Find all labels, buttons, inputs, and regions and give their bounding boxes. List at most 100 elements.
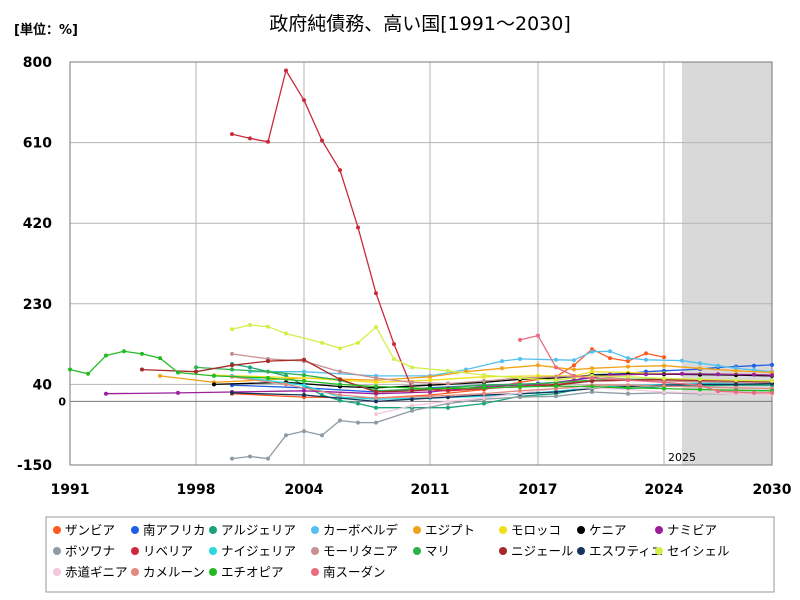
data-point	[68, 367, 72, 372]
legend-label: エスワティニ	[589, 544, 663, 559]
series-8	[230, 390, 774, 461]
y-tick-label: 800	[23, 55, 52, 71]
data-point	[284, 331, 288, 336]
data-point	[230, 132, 234, 137]
data-point	[302, 373, 306, 378]
data-point	[230, 363, 234, 368]
data-point	[302, 379, 306, 384]
legend-label: 南アフリカ	[143, 523, 206, 538]
data-point	[626, 356, 630, 361]
data-point	[338, 346, 342, 351]
legend-label: モーリタニア	[323, 544, 398, 559]
legend-label: カメルーン	[143, 565, 205, 580]
legend-label: ケニア	[589, 523, 627, 538]
legend-label: マリ	[425, 544, 450, 559]
legend-marker	[53, 526, 61, 534]
legend-box	[45, 516, 775, 593]
data-point	[518, 388, 522, 393]
y-tick-label: 230	[23, 297, 52, 313]
data-point	[302, 383, 306, 388]
data-point	[554, 384, 558, 389]
data-point	[536, 363, 540, 368]
legend-label: ナイジェリア	[221, 544, 296, 559]
data-point	[140, 351, 144, 356]
data-point	[302, 357, 306, 362]
forecast-label: 2025	[668, 451, 696, 464]
data-point	[320, 340, 324, 345]
data-point	[122, 349, 126, 354]
legend-label: 赤道ギニア	[65, 565, 128, 580]
data-point	[554, 374, 558, 379]
legend-label: ザンビア	[65, 523, 115, 538]
data-point	[410, 380, 414, 385]
data-point	[698, 390, 702, 395]
data-point	[230, 351, 234, 356]
data-point	[392, 342, 396, 347]
data-point	[482, 379, 486, 384]
data-point	[554, 365, 558, 370]
data-point	[680, 358, 684, 363]
data-point	[554, 357, 558, 362]
data-point	[320, 138, 324, 143]
legend-label: エチオピア	[221, 565, 284, 580]
data-point	[518, 356, 522, 361]
legend-marker	[209, 526, 217, 534]
x-tick-label: 2011	[411, 482, 450, 498]
data-point	[752, 363, 756, 368]
legend-marker	[413, 526, 421, 534]
data-point	[446, 399, 450, 404]
data-point	[266, 139, 270, 144]
plot-area: -150 40 230 420 610 800 1991 1998 2004 2011 2017 20…	[17, 55, 792, 498]
data-point	[176, 390, 180, 395]
data-point	[248, 365, 252, 370]
legend-label: エジプト	[425, 523, 475, 538]
data-point	[680, 371, 684, 376]
data-point	[428, 390, 432, 395]
data-point	[428, 383, 432, 388]
legend-marker	[655, 547, 663, 555]
data-point	[734, 382, 738, 387]
legend-marker	[499, 526, 507, 534]
data-point	[410, 403, 414, 408]
y-tick-label: -150	[17, 458, 52, 474]
data-point	[626, 378, 630, 383]
series-line	[231, 324, 773, 382]
data-point	[590, 349, 594, 354]
data-point	[212, 373, 216, 378]
data-point	[608, 349, 612, 354]
data-point	[500, 359, 504, 364]
data-point	[230, 390, 234, 395]
legend: ザンビア 南アフリカ アルジェリア カーボベルデ エジプト モロッコ ケニア ナミビアボツワナ…	[45, 516, 775, 593]
data-point	[590, 390, 594, 395]
series-line	[231, 391, 772, 460]
legend-marker	[577, 526, 585, 534]
data-point	[446, 368, 450, 373]
legend-marker	[311, 568, 319, 576]
series-line	[69, 350, 773, 392]
data-point	[392, 356, 396, 361]
data-point	[356, 401, 360, 406]
data-point	[446, 405, 450, 410]
data-point	[374, 405, 378, 410]
data-point	[626, 385, 630, 390]
series-line	[231, 353, 773, 385]
data-point	[320, 433, 324, 438]
data-point	[590, 384, 594, 389]
data-point	[230, 456, 234, 461]
data-point	[770, 379, 774, 384]
data-point	[698, 383, 702, 388]
data-point	[590, 366, 594, 371]
series-line	[231, 376, 773, 399]
unit-label: [単位：%]	[14, 22, 78, 38]
data-point	[266, 359, 270, 364]
data-point	[518, 376, 522, 381]
data-point	[608, 356, 612, 361]
data-point	[104, 391, 108, 396]
data-point	[626, 374, 630, 379]
data-point	[338, 393, 342, 398]
data-point	[734, 378, 738, 383]
data-point	[230, 367, 234, 372]
data-point	[716, 363, 720, 368]
data-point	[626, 359, 630, 364]
data-point	[266, 376, 270, 381]
